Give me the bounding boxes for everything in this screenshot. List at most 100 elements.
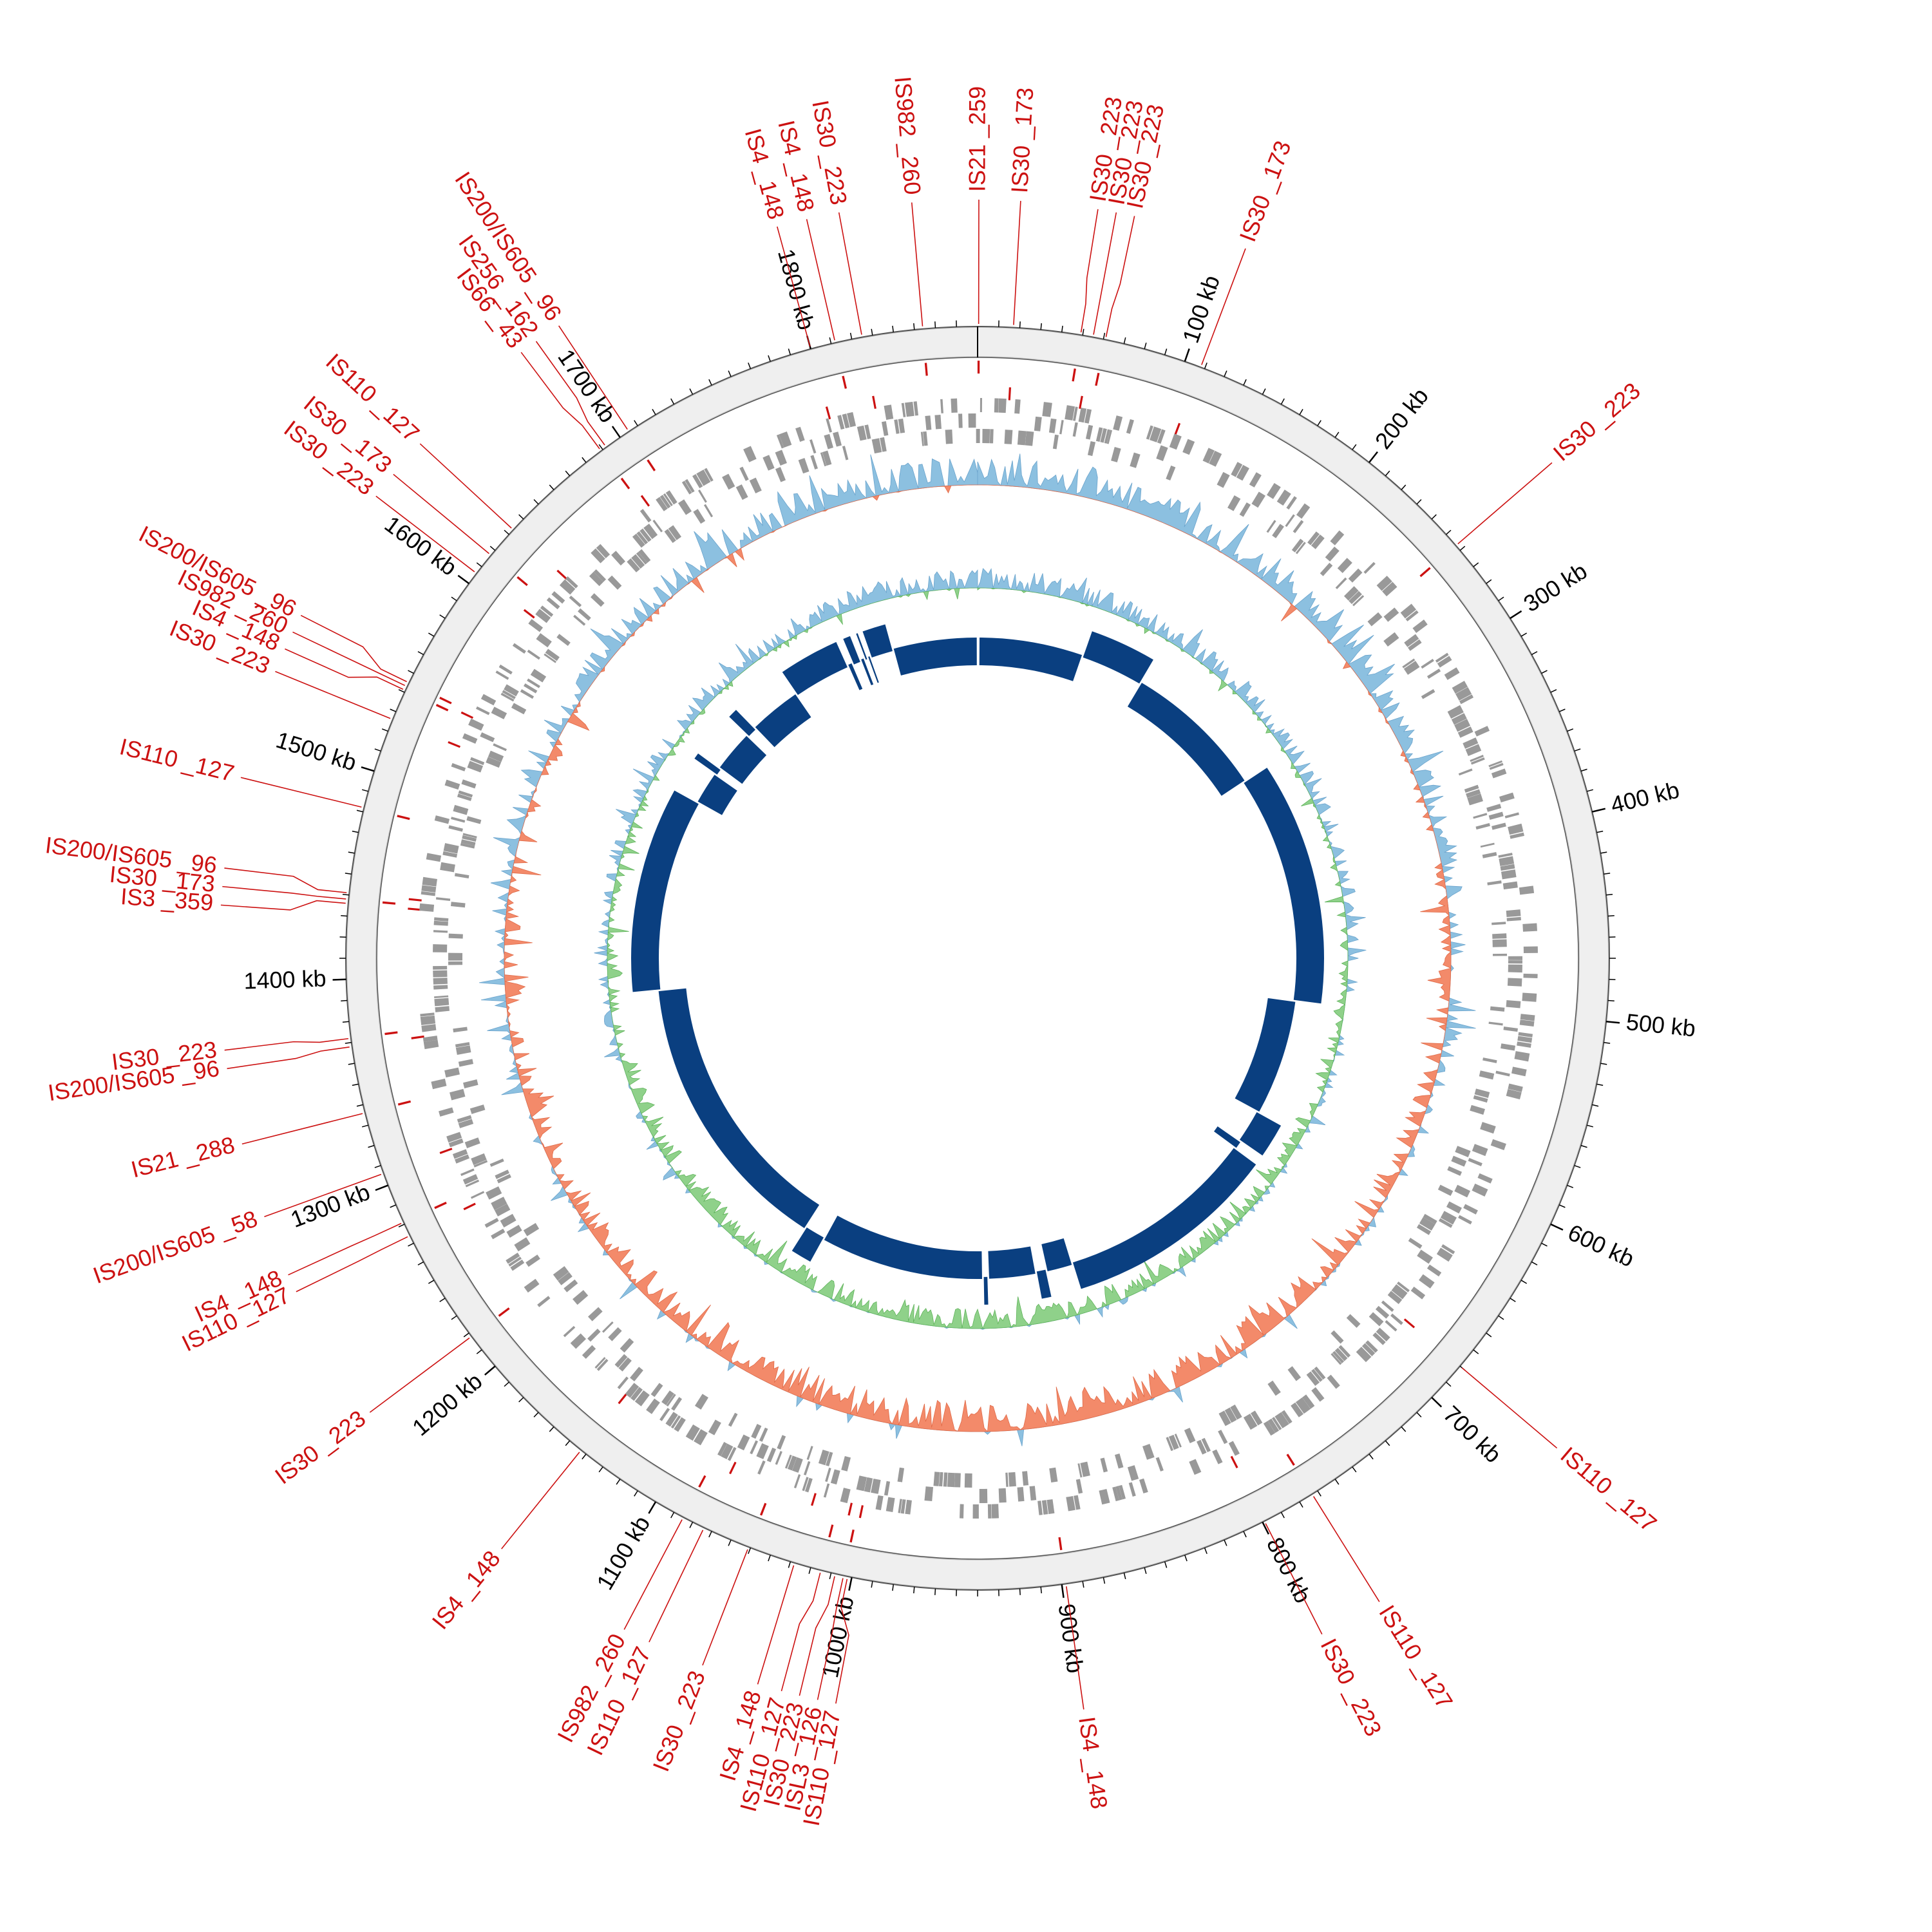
is-element-mark xyxy=(411,1035,424,1039)
minor-tick xyxy=(489,545,496,551)
is-leader-line xyxy=(1105,216,1135,337)
minor-tick xyxy=(934,321,936,328)
minor-tick xyxy=(533,1412,539,1417)
is-leader-line xyxy=(296,1236,408,1293)
is-element-mark xyxy=(408,898,422,902)
gene-feature xyxy=(1458,768,1473,776)
minor-tick xyxy=(1224,1539,1227,1546)
minor-tick xyxy=(362,1124,369,1128)
is-element-label: IS982 _260 xyxy=(889,75,926,196)
major-tick xyxy=(1061,1584,1065,1598)
gene-feature xyxy=(1114,1454,1124,1469)
minor-tick xyxy=(1586,1124,1593,1128)
gene-feature xyxy=(1390,1313,1403,1325)
gene-feature xyxy=(471,1153,487,1166)
gene-feature xyxy=(920,431,924,446)
is-element-mark xyxy=(618,1392,628,1405)
gene-feature xyxy=(661,1390,674,1406)
gene-feature xyxy=(544,653,557,663)
minor-tick xyxy=(476,562,482,567)
scaffold-contig xyxy=(983,1276,989,1305)
is-leader-line xyxy=(288,1222,402,1276)
gene-feature xyxy=(1444,667,1460,680)
is-element-mark xyxy=(1079,395,1083,409)
minor-tick xyxy=(381,728,388,732)
gene-feature xyxy=(728,1412,738,1427)
gene-feature xyxy=(587,1329,601,1342)
gene-feature xyxy=(759,1427,768,1442)
is-leader-line xyxy=(757,1565,795,1685)
gene-feature xyxy=(1146,425,1153,440)
gene-feature xyxy=(1421,658,1434,669)
is-leader-line xyxy=(369,1337,470,1413)
gene-feature xyxy=(1224,1407,1237,1423)
is-element-mark xyxy=(647,459,656,471)
minor-tick xyxy=(1243,379,1247,386)
gene-feature xyxy=(434,815,450,824)
gene-feature xyxy=(1382,582,1397,597)
is-element-mark xyxy=(1008,387,1012,401)
gene-feature xyxy=(1302,1394,1315,1409)
is-leader-line xyxy=(222,886,346,900)
gene-feature xyxy=(608,1327,622,1341)
gene-feature xyxy=(1349,591,1362,604)
gene-feature xyxy=(502,690,516,699)
gene-feature xyxy=(756,1443,769,1459)
gene-feature xyxy=(1503,1027,1518,1032)
gene-feature xyxy=(1385,1320,1397,1332)
minor-tick xyxy=(1224,370,1227,377)
minor-tick xyxy=(1401,484,1406,490)
is-element-label: IS110 _127 xyxy=(1374,1600,1458,1714)
scaffold-contig xyxy=(848,663,863,690)
gene-feature xyxy=(527,678,540,688)
gene-feature xyxy=(1477,1173,1493,1184)
minor-tick xyxy=(463,1332,469,1338)
gene-feature xyxy=(495,670,509,680)
gene-feature xyxy=(978,429,980,444)
is-leader-line xyxy=(1080,209,1099,333)
is-element-mark xyxy=(463,1202,476,1211)
gene-feature xyxy=(1436,1247,1453,1262)
gene-feature xyxy=(523,1223,540,1236)
is-element-mark xyxy=(439,1148,453,1154)
is-leader-line xyxy=(1093,212,1117,335)
minor-tick xyxy=(451,1315,457,1320)
minor-tick xyxy=(708,1531,712,1538)
gene-feature xyxy=(1437,656,1452,668)
gene-feature xyxy=(1408,1238,1423,1249)
gene-feature xyxy=(646,1398,660,1414)
gene-feature xyxy=(643,524,658,540)
gene-feature xyxy=(455,1154,469,1164)
gene-feature xyxy=(1510,832,1524,839)
gene-feature xyxy=(630,1387,643,1401)
gene-feature xyxy=(1295,542,1306,554)
gene-feature xyxy=(795,426,805,442)
minor-tick xyxy=(1498,1315,1504,1320)
gene-feature xyxy=(486,1186,502,1200)
gene-feature xyxy=(727,1446,737,1461)
gene-feature xyxy=(470,757,485,766)
minor-tick xyxy=(1317,420,1321,426)
minor-tick xyxy=(1019,1588,1021,1595)
scaffold-contig xyxy=(1244,768,1324,1004)
major-tick xyxy=(1605,1020,1620,1024)
gene-feature xyxy=(1506,916,1521,922)
gene-feature xyxy=(1286,496,1297,510)
minor-tick xyxy=(1567,728,1574,732)
gene-feature xyxy=(810,455,818,469)
gene-feature xyxy=(1475,822,1490,830)
gene-feature xyxy=(1480,842,1495,848)
major-tick xyxy=(484,1365,496,1376)
minor-tick xyxy=(670,1511,675,1519)
gene-feature xyxy=(1435,652,1449,663)
minor-tick xyxy=(1541,670,1548,674)
minor-tick xyxy=(1299,408,1303,415)
gene-feature xyxy=(810,439,817,454)
gene-feature xyxy=(1519,1019,1535,1027)
gene-feature xyxy=(881,421,889,436)
gene-feature xyxy=(1376,1327,1390,1342)
gene-feature xyxy=(674,1417,686,1432)
gene-feature xyxy=(897,1467,905,1482)
is-element-label: IS30 _223 xyxy=(1548,377,1645,466)
is-element-mark xyxy=(439,696,452,705)
